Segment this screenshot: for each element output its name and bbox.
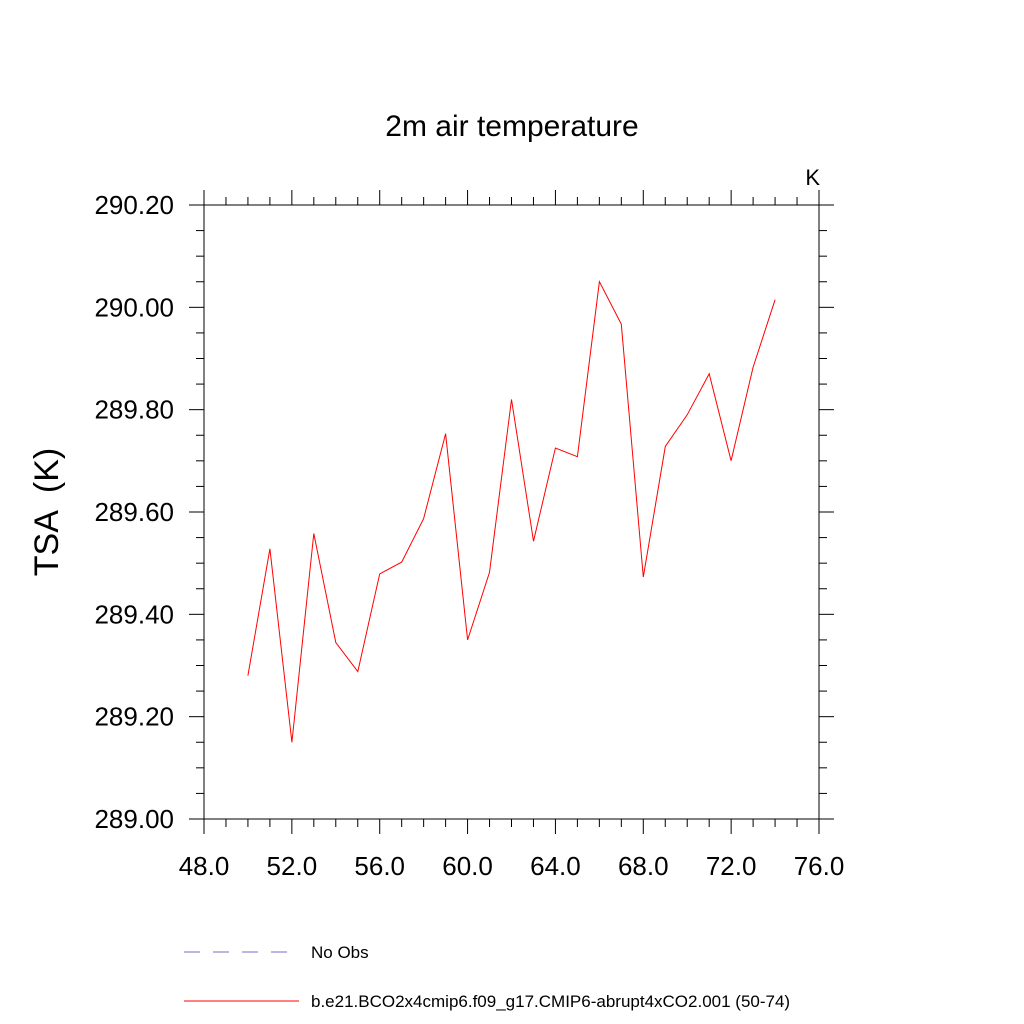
y-tick-label: 290.00 — [94, 292, 174, 322]
legend-label: No Obs — [311, 943, 369, 962]
y-axis-label: TSA (K) — [28, 448, 66, 576]
axis-ticks — [189, 190, 834, 834]
x-tick-label: 76.0 — [794, 851, 845, 881]
y-tick-label: 289.60 — [94, 497, 174, 527]
chart-title: 2m air temperature — [385, 110, 638, 143]
series-line — [247, 280, 776, 743]
x-tick-label: 64.0 — [530, 851, 581, 881]
x-tick-label: 68.0 — [618, 851, 669, 881]
y-tick-label: 289.80 — [94, 395, 174, 425]
legend: No Obs b.e21.BCO2x4cmip6.f09_g17.CMIP6-ab… — [184, 943, 790, 1011]
legend-label: b.e21.BCO2x4cmip6.f09_g17.CMIP6-abrupt4x… — [311, 992, 790, 1011]
x-tick-label: 56.0 — [354, 851, 405, 881]
y-tick-label: 289.20 — [94, 702, 174, 732]
x-tick-label: 72.0 — [706, 851, 757, 881]
x-tick-label: 60.0 — [442, 851, 493, 881]
plot-frame — [203, 204, 820, 820]
units-label: K — [805, 165, 820, 190]
axis-tick-labels: 48.0 52.0 56.0 60.0 64.0 68.0 72.0 76.0 289.00 28… — [94, 190, 844, 881]
x-tick-label: 52.0 — [267, 851, 318, 881]
series-lines — [247, 280, 776, 743]
x-tick-label: 48.0 — [179, 851, 230, 881]
y-tick-label: 289.00 — [94, 804, 174, 834]
y-tick-label: 290.20 — [94, 190, 174, 220]
y-tick-label: 289.40 — [94, 599, 174, 629]
